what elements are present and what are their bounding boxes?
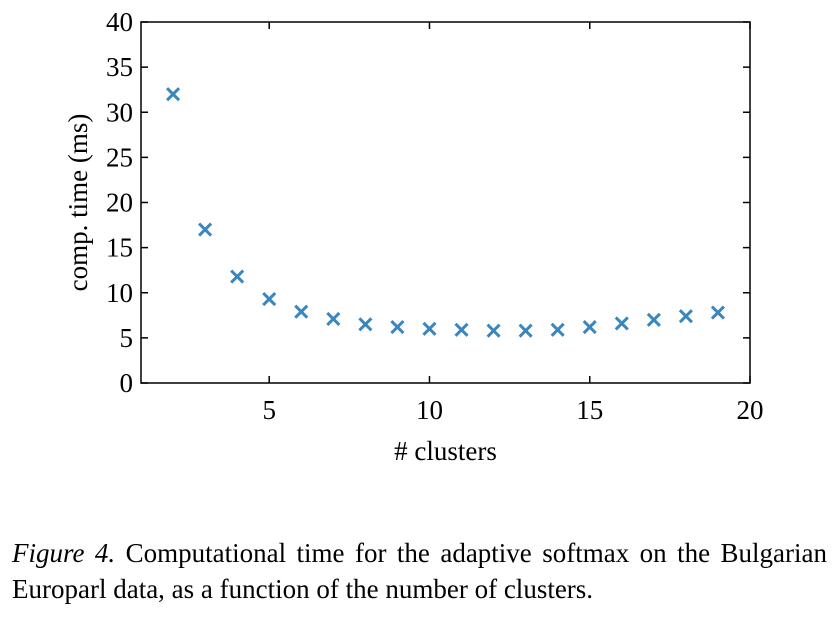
data-points [165,87,726,338]
scatter-chart: 0 5 10 15 20 25 30 35 40 5 10 15 20 # clusters comp… [63,7,764,466]
y-tick-label: 40 [106,7,133,37]
figure-label: Figure 4. [12,538,116,568]
data-point [422,321,437,336]
y-tick-label: 20 [106,188,133,218]
y-axis-title: comp. time (ms) [63,114,93,292]
x-tick-label: 20 [737,395,764,425]
y-axis-ticks: 0 5 10 15 20 25 30 35 40 [106,7,750,398]
data-point [646,312,661,327]
data-point [710,305,726,320]
x-axis-title: # clusters [394,436,497,466]
data-point [198,222,213,237]
data-point [358,317,373,332]
data-point [518,323,533,338]
x-tick-label: 15 [576,395,603,425]
data-point [326,311,341,326]
data-point [582,319,597,335]
y-tick-label: 15 [106,233,133,263]
plot-frame [140,21,751,384]
data-point [454,322,469,337]
caption-text: Computational time for the adaptive soft… [12,538,828,604]
y-tick-label: 10 [106,278,133,308]
y-tick-label: 5 [120,323,134,353]
data-point [550,322,565,337]
data-point [678,309,693,324]
y-tick-label: 0 [120,368,134,398]
x-axis-ticks: 5 10 15 20 [262,22,764,425]
y-tick-label: 25 [106,142,133,172]
x-tick-label: 5 [262,395,276,425]
data-point [390,319,405,335]
y-tick-label: 30 [106,97,133,127]
data-point [165,87,181,102]
figure-caption: Figure 4. Computational time for the ada… [12,535,827,607]
y-tick-label: 35 [106,52,133,82]
data-point [294,304,309,319]
data-point [230,269,245,284]
data-point [614,316,629,331]
x-tick-label: 10 [416,395,443,425]
data-point [486,323,501,338]
data-point [262,292,277,307]
